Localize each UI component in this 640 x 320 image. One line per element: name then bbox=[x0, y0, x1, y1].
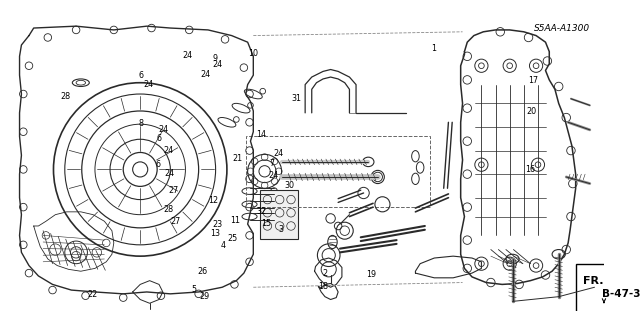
Text: 12: 12 bbox=[208, 196, 218, 205]
Text: 8: 8 bbox=[139, 119, 144, 128]
Text: 24: 24 bbox=[159, 125, 168, 134]
Text: 4: 4 bbox=[220, 242, 225, 251]
Text: 24: 24 bbox=[273, 149, 284, 158]
Text: 29: 29 bbox=[200, 292, 210, 301]
Text: 21: 21 bbox=[232, 154, 242, 163]
Text: 26: 26 bbox=[198, 267, 208, 276]
Text: FR.: FR. bbox=[583, 276, 604, 286]
Text: 24: 24 bbox=[182, 52, 193, 60]
Text: 9: 9 bbox=[212, 54, 218, 63]
Text: 24: 24 bbox=[163, 147, 173, 156]
Text: 15: 15 bbox=[261, 219, 271, 228]
Text: 28: 28 bbox=[163, 205, 173, 214]
Text: 19: 19 bbox=[367, 270, 377, 279]
Text: 6: 6 bbox=[156, 134, 161, 143]
Text: 31: 31 bbox=[291, 94, 301, 103]
Text: 17: 17 bbox=[528, 76, 538, 84]
Text: 27: 27 bbox=[169, 186, 179, 195]
Text: 24: 24 bbox=[143, 80, 154, 89]
Text: 3: 3 bbox=[278, 225, 284, 234]
Text: 30: 30 bbox=[284, 181, 294, 190]
Text: 27: 27 bbox=[170, 217, 180, 226]
Text: 22: 22 bbox=[87, 290, 97, 299]
Text: S5AA-A1300: S5AA-A1300 bbox=[534, 24, 589, 33]
Bar bbox=[575, 264, 640, 313]
Text: 24: 24 bbox=[164, 169, 175, 178]
Text: 23: 23 bbox=[213, 220, 223, 229]
Text: 2: 2 bbox=[323, 268, 328, 278]
Text: B-47-3: B-47-3 bbox=[602, 289, 640, 299]
Text: 16: 16 bbox=[525, 164, 535, 173]
Text: 32: 32 bbox=[256, 207, 266, 216]
Text: 1: 1 bbox=[431, 44, 436, 53]
Text: 28: 28 bbox=[61, 92, 71, 101]
Text: 13: 13 bbox=[210, 229, 220, 238]
Text: 10: 10 bbox=[248, 49, 258, 58]
Bar bbox=[260, 190, 298, 239]
Text: 25: 25 bbox=[228, 234, 238, 243]
Text: 24: 24 bbox=[201, 69, 211, 78]
Text: 20: 20 bbox=[527, 107, 536, 116]
Bar bbox=[246, 136, 429, 207]
Text: 6: 6 bbox=[138, 71, 143, 80]
Text: 24: 24 bbox=[213, 60, 223, 69]
Text: 5: 5 bbox=[191, 285, 196, 294]
Text: 18: 18 bbox=[318, 282, 328, 291]
Text: 24: 24 bbox=[268, 171, 278, 180]
Text: 6: 6 bbox=[155, 160, 160, 169]
Text: 7: 7 bbox=[269, 158, 275, 167]
Text: 14: 14 bbox=[256, 130, 266, 139]
Text: 11: 11 bbox=[230, 216, 240, 225]
